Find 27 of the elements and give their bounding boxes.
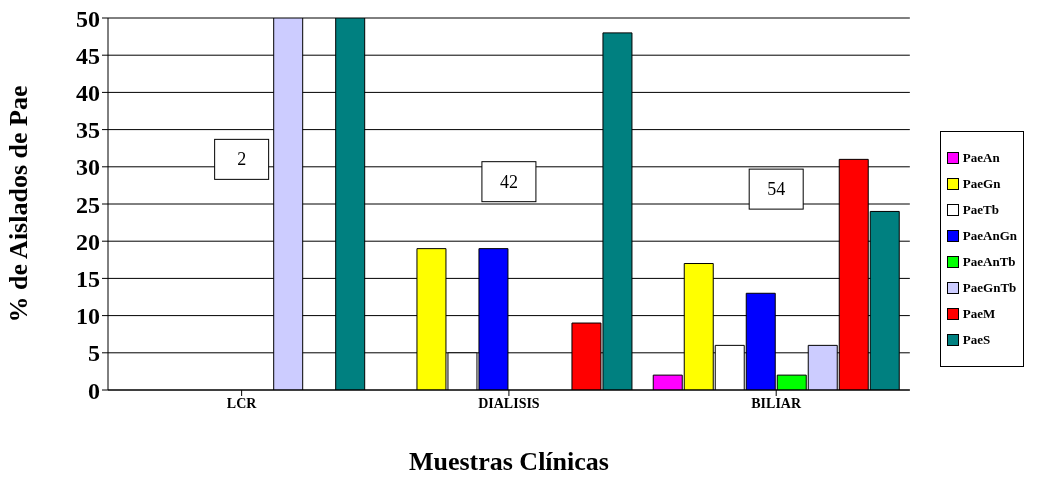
y-tick-label: 25 bbox=[76, 191, 100, 218]
x-tick-label: LCR bbox=[226, 395, 258, 411]
y-tick-label: 50 bbox=[76, 5, 100, 32]
y-tick-label: 45 bbox=[76, 42, 100, 69]
legend-label: PaeS bbox=[962, 332, 991, 348]
legend-label: PaeGnTb bbox=[962, 280, 1017, 296]
y-tick-label: 35 bbox=[76, 117, 100, 144]
y-tick-label: 15 bbox=[76, 265, 100, 292]
y-tick-label: 30 bbox=[76, 154, 100, 181]
x-tick-label: DIALISIS bbox=[478, 395, 540, 411]
annotation: 2 bbox=[237, 149, 247, 170]
legend-label: PaeM bbox=[962, 306, 996, 322]
legend-label: PaeTb bbox=[962, 202, 999, 218]
y-tick-label: 0 bbox=[88, 377, 100, 404]
y-tick-label: 5 bbox=[88, 340, 100, 367]
x-axis-title: Muestras Clínicas bbox=[408, 447, 609, 476]
y-tick-label: 40 bbox=[76, 79, 100, 106]
legend-label: PaeAnTb bbox=[962, 254, 1016, 270]
legend-label: PaeAn bbox=[962, 150, 1000, 166]
annotation: 42 bbox=[499, 171, 518, 192]
y-tick-label: 20 bbox=[76, 228, 100, 255]
x-tick-label: BILIAR bbox=[751, 395, 802, 411]
legend-label: PaeAnGn bbox=[962, 228, 1017, 244]
legend-label: PaeGn bbox=[962, 176, 1001, 192]
y-axis-title: % de Aislados de Pae bbox=[4, 85, 34, 323]
y-tick-label: 10 bbox=[76, 303, 100, 330]
annotation: 54 bbox=[767, 179, 786, 200]
